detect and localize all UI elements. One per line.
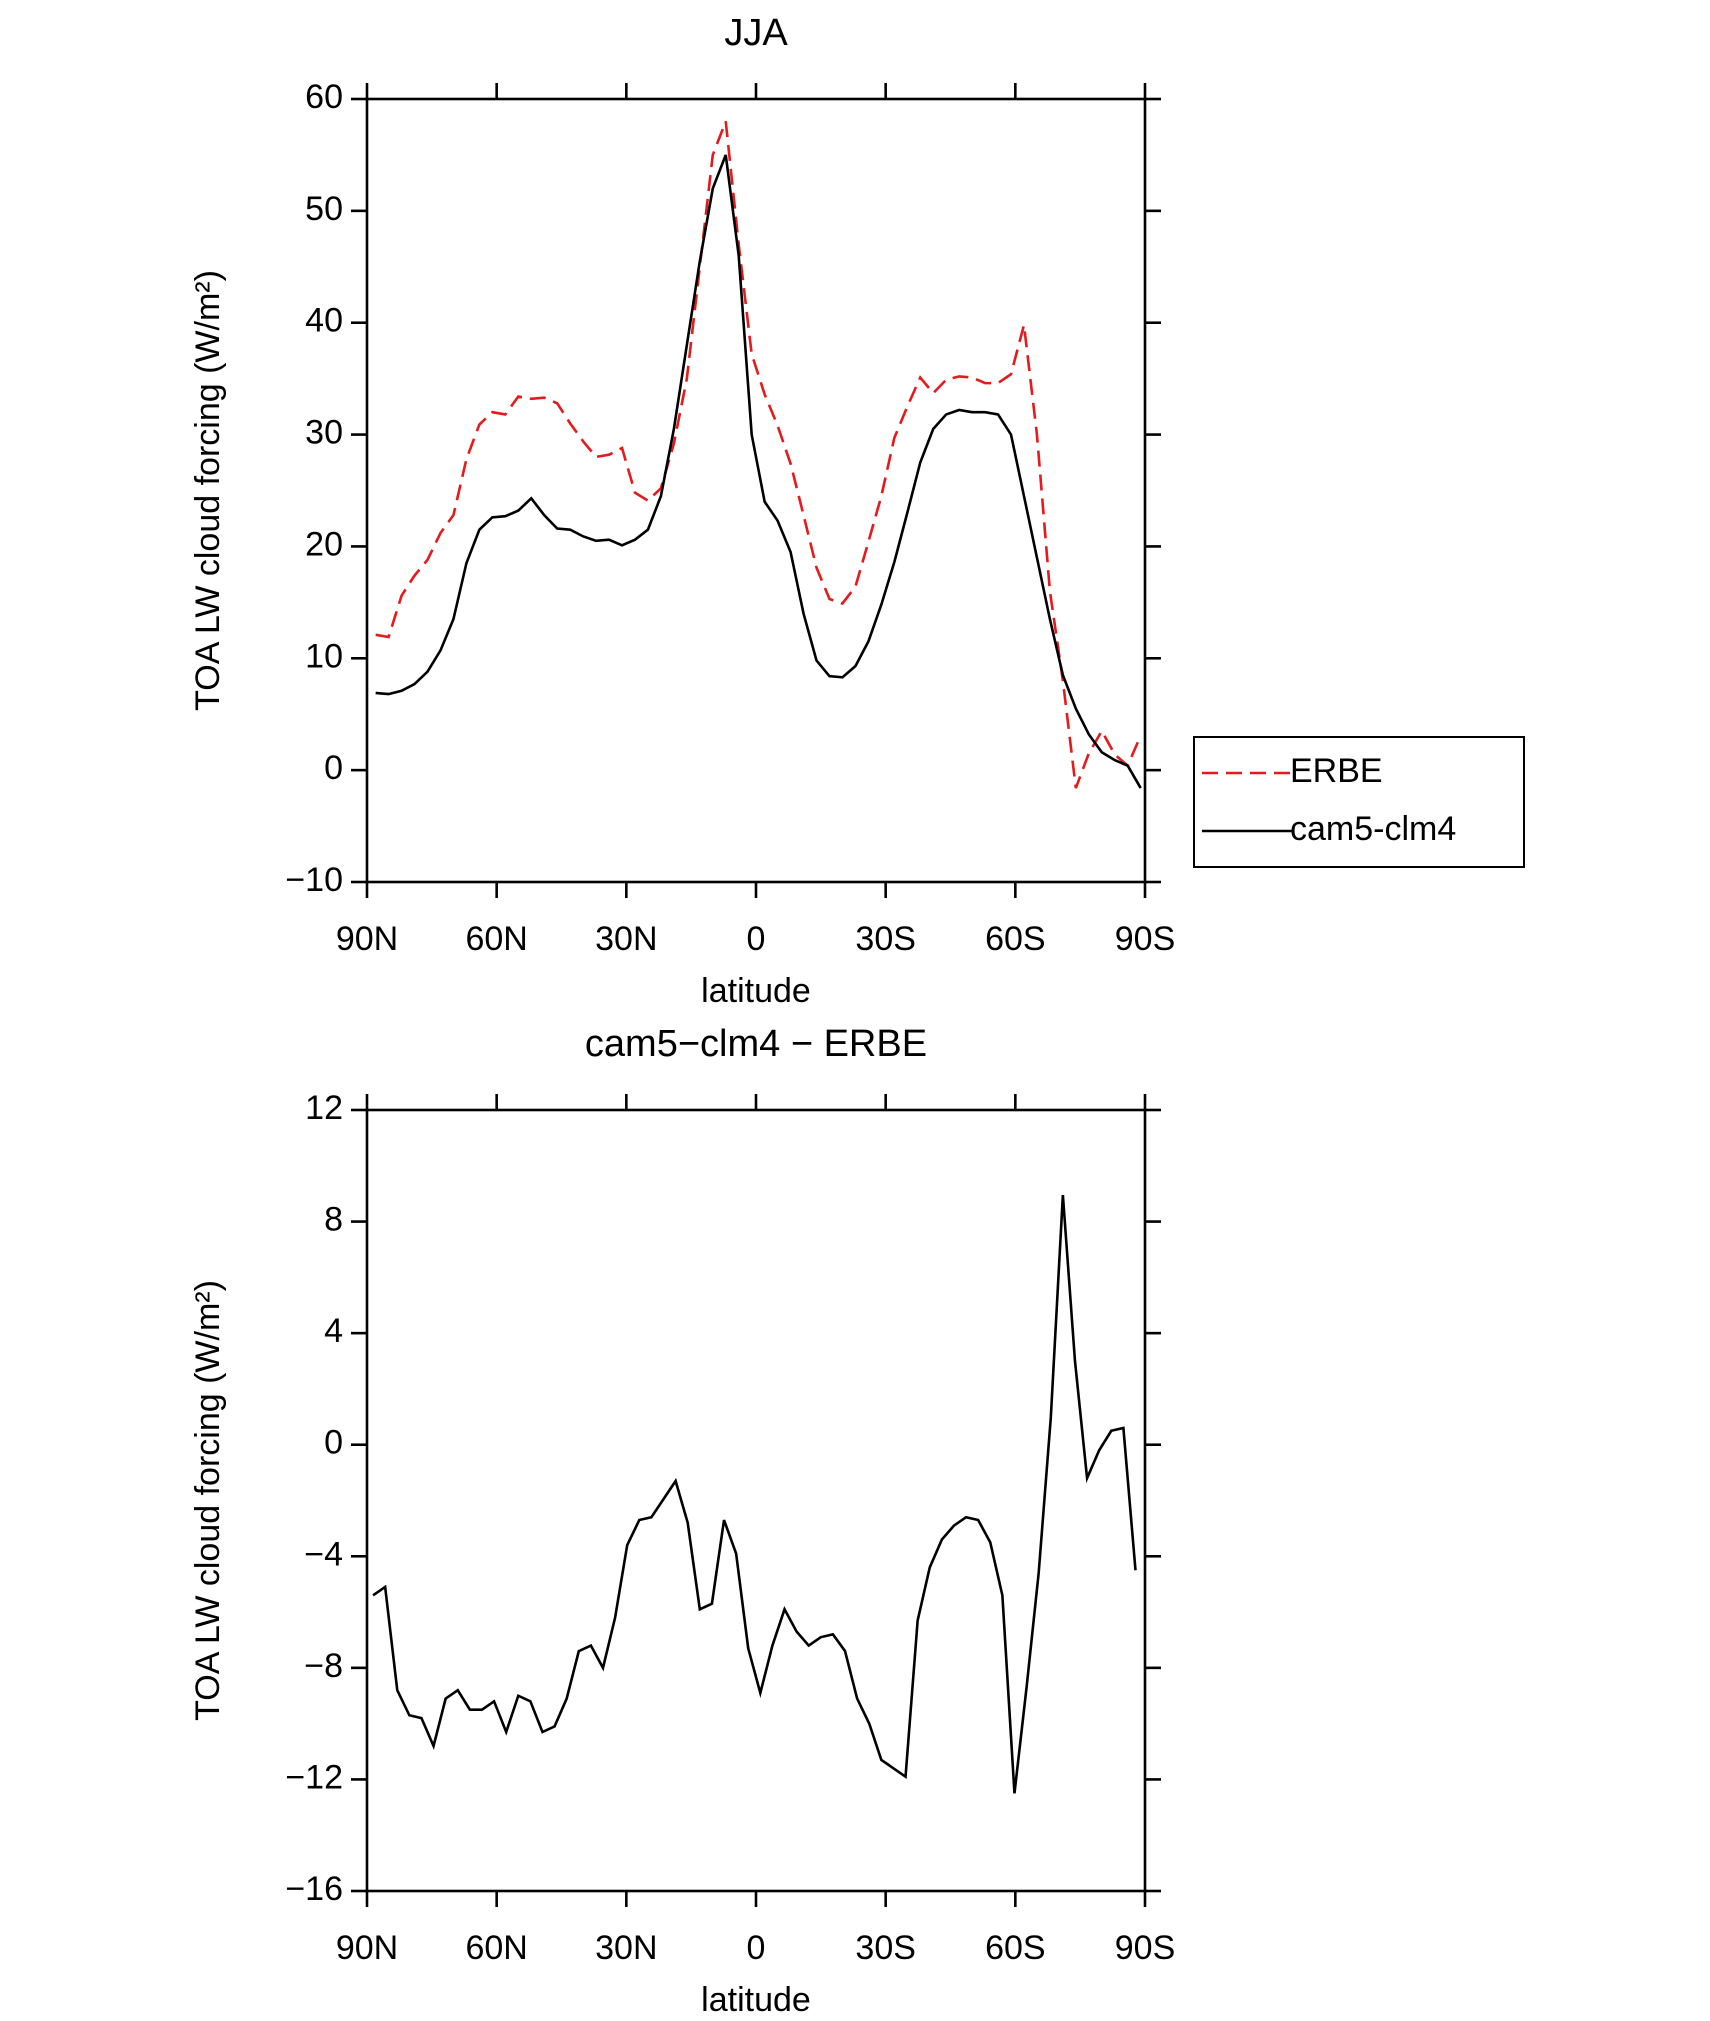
y-tick-label: 8 [324,1201,343,1239]
y-tick-label: 10 [305,637,343,675]
x-tick-label: 60S [985,920,1046,958]
x-tick-label: 60N [465,920,527,958]
legend-box [1193,736,1525,868]
series-line [372,1194,1137,1794]
y-tick-label: 4 [324,1312,343,1350]
x-tick-label: 30N [595,920,657,958]
y-tick-label: −16 [285,1870,343,1908]
x-tick-label: 60N [465,1929,527,1967]
x-tick-label: 90S [1115,920,1176,958]
y-axis-label: TOA LW cloud forcing (W/m²) [189,1280,227,1721]
y-tick-label: 30 [305,414,343,452]
x-tick-label: 90N [336,920,398,958]
x-axis-label: latitude [701,972,811,1010]
x-tick-label: 90S [1115,1929,1176,1967]
x-tick-label: 30S [855,1929,916,1967]
y-tick-label: 50 [305,190,343,228]
plot-frame [365,97,1147,884]
y-tick-label: 0 [324,749,343,787]
x-tick-label: 30N [595,1929,657,1967]
series-line [375,120,1142,789]
chart-title: JJA [724,12,788,54]
plot-frame [365,1108,1147,1893]
legend-label: cam5-clm4 [1290,810,1456,848]
y-tick-label: −4 [304,1535,343,1573]
y-tick-label: −8 [304,1647,343,1685]
y-tick-label: 40 [305,302,343,340]
y-tick-label: −10 [285,861,343,899]
y-tick-label: 12 [305,1089,343,1127]
x-axis-label: latitude [701,1981,811,2019]
legend-label: ERBE [1290,752,1383,790]
chart-title: cam5−clm4 − ERBE [585,1023,927,1065]
y-axis-label: TOA LW cloud forcing (W/m²) [189,270,227,711]
y-tick-label: 20 [305,525,343,563]
y-tick-label: 60 [305,78,343,116]
x-tick-label: 0 [747,920,766,958]
series-line [375,154,1142,789]
x-tick-label: 90N [336,1929,398,1967]
x-tick-label: 30S [855,920,916,958]
y-tick-label: 0 [324,1424,343,1462]
x-tick-label: 0 [747,1929,766,1967]
y-tick-label: −12 [285,1758,343,1796]
x-tick-label: 60S [985,1929,1046,1967]
